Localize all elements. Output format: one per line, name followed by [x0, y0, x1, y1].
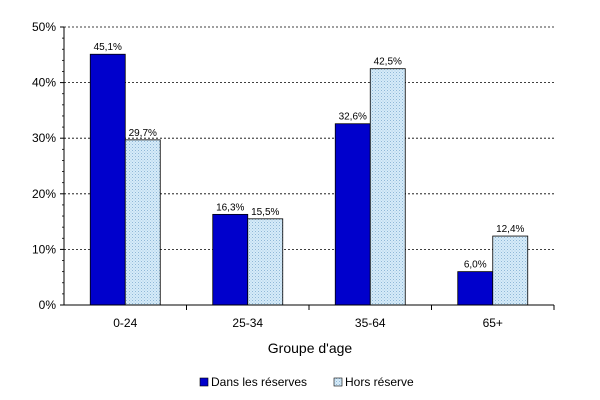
- bar-dans-les-reserves: [457, 271, 494, 306]
- bar-hors-reserve: [247, 218, 284, 306]
- bar-hors-reserve: [369, 68, 406, 306]
- y-tick-label: 10%: [32, 242, 56, 256]
- legend-label-hors-reserve: Hors réserve: [345, 375, 414, 389]
- axes: 0% 10% 20% 30% 40% 50% 0-24 25-34 35-64 65+: [32, 20, 555, 330]
- legend-label-dans-les-reserves: Dans les réserves: [211, 375, 307, 389]
- legend-swatch-dans-les-reserves: [199, 377, 209, 387]
- y-tick-label: 20%: [32, 187, 56, 201]
- legend: Dans les réserves Hors réserve: [199, 375, 414, 389]
- y-tick-label: 40%: [32, 76, 56, 90]
- y-tick-label: 30%: [32, 131, 56, 145]
- x-tick-label: 65+: [483, 316, 503, 330]
- data-label: 15,5%: [251, 207, 279, 218]
- x-tick-label: 35-64: [355, 316, 386, 330]
- y-tick-label: 0%: [39, 298, 57, 312]
- data-labels: 45,1% 29,7% 16,3% 15,5% 32,6% 42,5% 6,0% 12,4%: [94, 42, 525, 270]
- data-label: 29,7%: [129, 128, 157, 139]
- legend-swatch-hors-reserve: [333, 377, 343, 387]
- x-tick-label: 25-34: [232, 316, 263, 330]
- bars: [89, 53, 529, 306]
- bar-dans-les-reserves: [334, 123, 371, 306]
- bar-dans-les-reserves: [89, 53, 126, 306]
- x-tick-label: 0-24: [113, 316, 137, 330]
- data-label: 16,3%: [216, 202, 244, 213]
- bar-hors-reserve: [124, 139, 161, 306]
- data-label: 45,1%: [94, 42, 122, 53]
- data-label: 6,0%: [464, 260, 487, 271]
- data-label: 42,5%: [374, 57, 402, 68]
- bar-hors-reserve: [492, 235, 529, 306]
- y-tick-label: 50%: [32, 20, 56, 34]
- bar-dans-les-reserves: [212, 213, 249, 306]
- x-axis-title: Groupe d'age: [268, 340, 353, 356]
- data-label: 32,6%: [339, 112, 367, 123]
- data-label: 12,4%: [496, 224, 524, 235]
